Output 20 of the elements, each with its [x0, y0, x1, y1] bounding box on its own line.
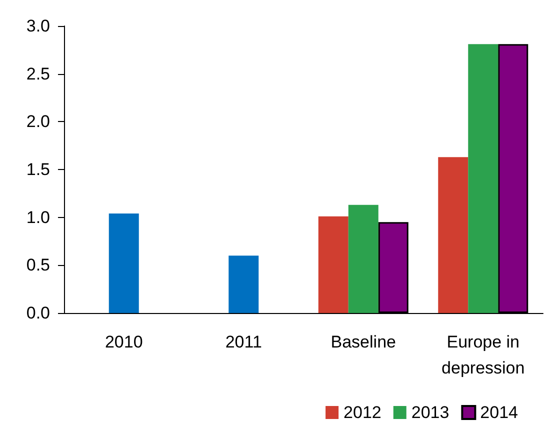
- x-tick-label: Europe in depression: [442, 332, 525, 378]
- y-tick-label: 2.5: [26, 64, 50, 84]
- legend-label: 2012: [344, 403, 382, 422]
- bar: [438, 157, 468, 313]
- y-tick-label: 2.0: [26, 112, 50, 132]
- x-tick-label: Baseline: [330, 332, 396, 352]
- bar: [228, 256, 259, 313]
- legend-label: 2013: [411, 403, 450, 422]
- bar: [318, 216, 348, 313]
- y-tick-label: 1.5: [26, 160, 50, 179]
- bar: [348, 204, 378, 313]
- y-tick-label: 0.5: [26, 256, 50, 275]
- x-tick-label: 2011: [225, 332, 262, 352]
- bar: [108, 214, 139, 313]
- legend-label: 2014: [480, 403, 518, 422]
- x-tick-label: 2010: [104, 332, 143, 352]
- y-tick-label: 1.0: [26, 208, 50, 227]
- bar: [468, 44, 498, 313]
- y-tick-label: 3.0: [26, 16, 50, 36]
- y-tick-label: 0.0: [26, 304, 50, 322]
